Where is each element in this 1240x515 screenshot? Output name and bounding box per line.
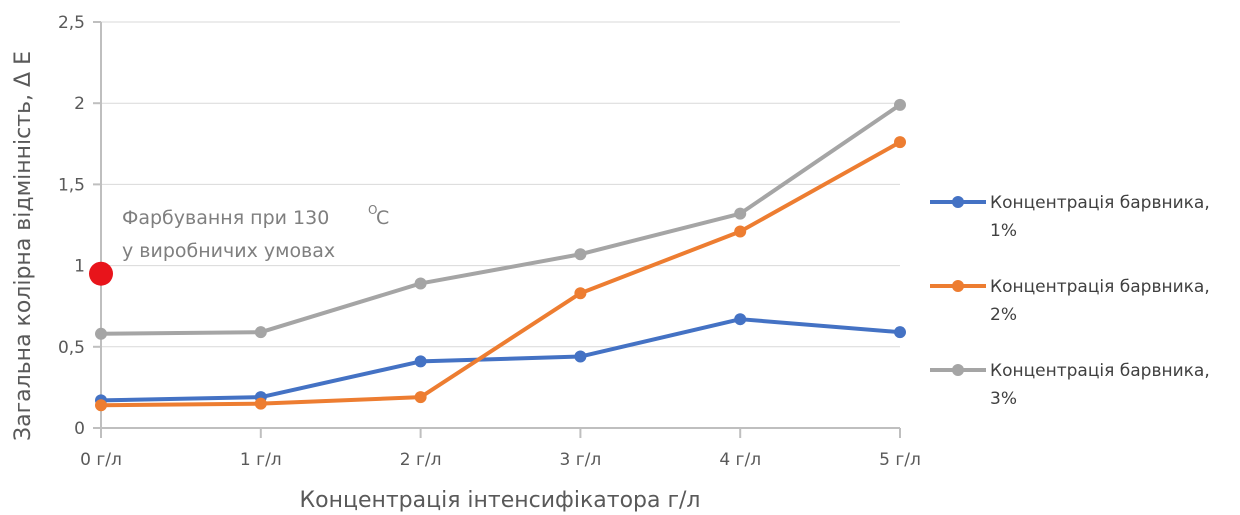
legend-label-2-line2: 2% xyxy=(990,305,1017,325)
axes xyxy=(100,22,900,429)
annotation-degree: O xyxy=(368,203,377,217)
series-line-2 xyxy=(100,140,901,408)
data-point xyxy=(574,287,587,300)
data-point xyxy=(734,225,747,238)
y-tick-label: 0,5 xyxy=(58,338,85,358)
y-tick-label: 1 xyxy=(74,257,85,277)
data-point xyxy=(254,326,267,339)
data-point xyxy=(95,327,107,340)
data-point xyxy=(574,248,587,261)
gridlines xyxy=(101,21,900,348)
data-point xyxy=(734,313,747,326)
legend-label-3: Концентрація барвника, xyxy=(990,361,1210,381)
x-tick-label: 5 г/л xyxy=(879,450,921,470)
legend-marker-1 xyxy=(952,196,964,208)
y-tick-labels: 0 0,5 1 1,5 2 2,5 xyxy=(58,13,101,439)
data-point xyxy=(414,277,427,290)
data-point xyxy=(894,98,906,111)
series-group xyxy=(95,98,906,412)
x-tick-label: 4 г/л xyxy=(719,450,761,470)
x-tick-label: 0 г/л xyxy=(80,450,122,470)
y-tick-label: 1,5 xyxy=(58,175,85,195)
series-line-3 xyxy=(100,103,902,336)
annotation-line2: у виробничих умовах xyxy=(122,240,335,262)
legend-label-3-line2: 3% xyxy=(990,389,1017,409)
y-tick-label: 2,5 xyxy=(58,13,85,33)
annotation-line1: Фарбування при 130 xyxy=(122,207,329,229)
annotation: Фарбування при 130 O C у виробничих умов… xyxy=(89,203,389,286)
x-tick-labels: 0 г/л 1 г/л 2 г/л 3 г/л 4 г/л 5 г/л xyxy=(80,428,921,470)
legend-marker-3 xyxy=(952,364,964,376)
y-tick-label: 2 xyxy=(74,94,85,114)
data-point xyxy=(894,326,906,339)
data-point xyxy=(254,397,267,410)
data-point xyxy=(414,355,427,368)
y-tick-label: 0 xyxy=(74,419,85,439)
legend-marker-2 xyxy=(952,280,964,292)
x-tick-label: 3 г/л xyxy=(560,450,602,470)
data-point xyxy=(414,391,427,404)
legend-label-2: Концентрація барвника, xyxy=(990,277,1210,297)
x-axis-title: Концентрація інтенсифікатора г/л xyxy=(300,488,701,513)
legend: Концентрація барвника, 1% Концентрація бар… xyxy=(930,193,1210,409)
legend-label-1: Концентрація барвника, xyxy=(990,193,1210,213)
annotation-red-point xyxy=(89,261,113,286)
x-tick-label: 1 г/л xyxy=(240,450,282,470)
data-point xyxy=(894,136,906,149)
legend-label-1-line2: 1% xyxy=(990,221,1017,241)
data-point xyxy=(574,350,587,363)
annotation-unit: C xyxy=(376,207,389,229)
data-point xyxy=(95,399,107,412)
x-tick-label: 2 г/л xyxy=(400,450,442,470)
data-point xyxy=(734,207,747,220)
y-axis-title: Загальна колірна відмінність, Δ E xyxy=(11,51,36,441)
series-line-1 xyxy=(100,317,901,403)
